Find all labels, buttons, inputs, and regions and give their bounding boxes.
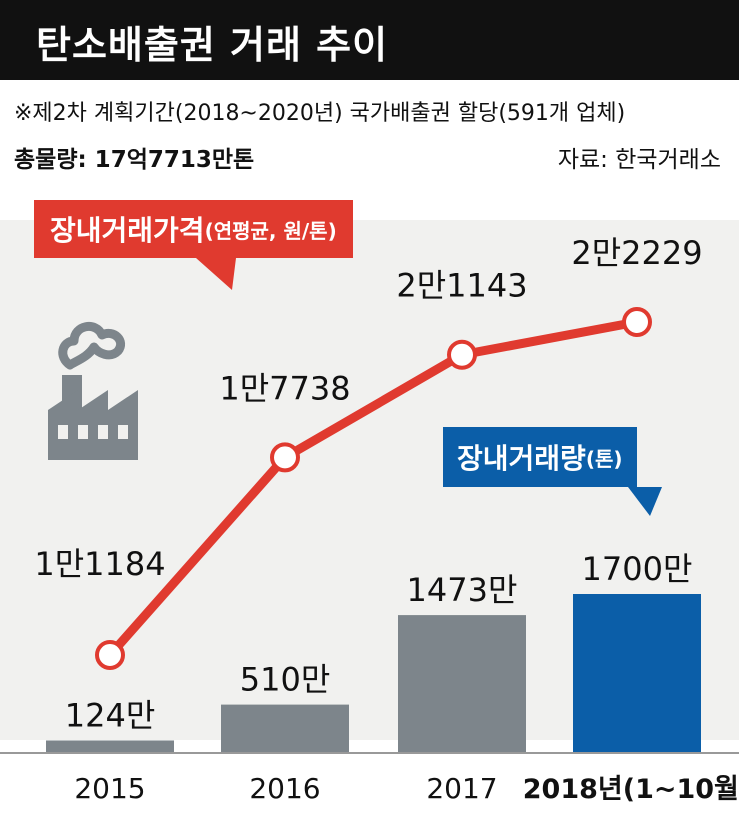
volume-data-label: 1473만 [407, 571, 518, 609]
x-tick-label: 2017 [426, 772, 497, 805]
volume-data-label: 510만 [240, 661, 331, 699]
page-title: 탄소배출권 거래 추이 [36, 23, 389, 67]
x-tick-label: 2015 [74, 772, 145, 805]
total-volume-text: 총물량: 17억7713만톤 [14, 147, 255, 173]
volume-legend-unit: (톤) [585, 446, 623, 471]
x-tick-label: 2018년(1~10월) [523, 774, 739, 805]
volume-bar [573, 594, 701, 752]
price-legend-unit: (연평균, 원/톤) [204, 218, 337, 243]
price-legend-badge: 장내거래가격 (연평균, 원/톤) [34, 200, 353, 258]
price-point [95, 640, 125, 670]
volume-bar [398, 615, 526, 752]
volume-bar [46, 740, 174, 752]
price-data-label: 1만7738 [219, 369, 350, 407]
price-data-label: 1만1184 [34, 545, 165, 583]
x-tick-label: 2016 [249, 772, 320, 805]
volume-data-label: 1700만 [582, 550, 693, 588]
price-data-label: 2만2229 [571, 234, 702, 272]
volume-legend-label: 장내거래량 [457, 442, 586, 475]
price-line [105, 317, 642, 660]
price-badge-pointer [196, 258, 236, 290]
volume-legend-badge: 장내거래량 (톤) [443, 427, 637, 487]
price-data-label: 2만1143 [396, 267, 527, 305]
source-text: 자료: 한국거래소 [557, 147, 721, 173]
price-point [270, 442, 300, 473]
volume-bar [221, 704, 349, 752]
title-bar: 탄소배출권 거래 추이 [0, 0, 739, 80]
volume-badge-pointer [628, 487, 662, 516]
note-text: ※제2차 계획기간(2018~2020년) 국가배출권 할당(591개 업체) [14, 101, 626, 126]
price-point [447, 339, 477, 370]
price-legend-label: 장내거래가격 [50, 214, 205, 247]
volume-data-label: 124만 [65, 696, 156, 734]
price-point [622, 307, 652, 337]
factory-icon [48, 322, 138, 460]
